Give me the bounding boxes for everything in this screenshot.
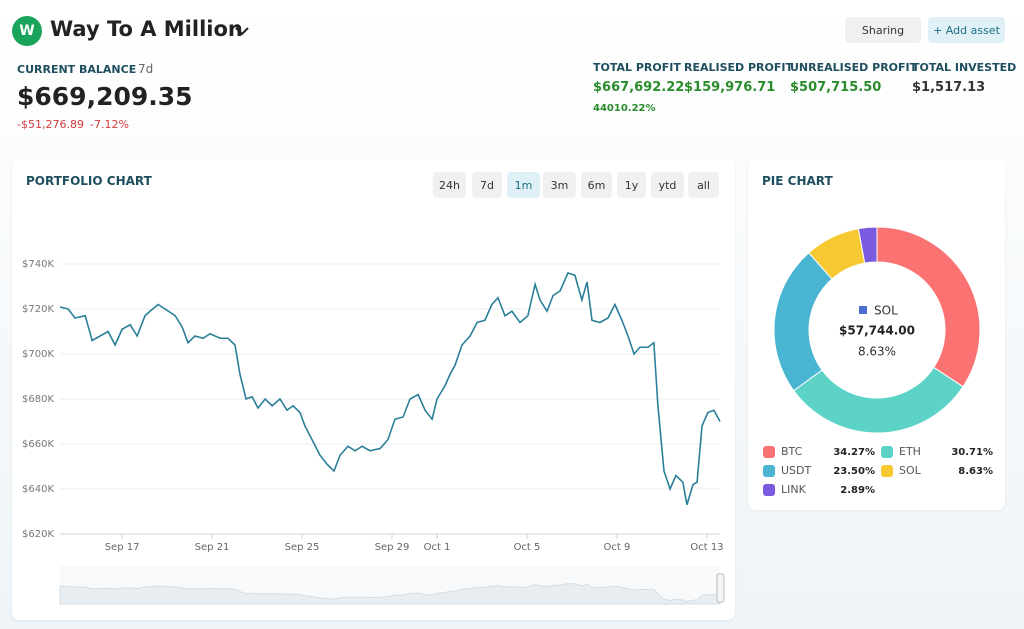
- range-button[interactable]: 3m: [543, 172, 576, 198]
- y-tick-label: $720K: [22, 304, 54, 315]
- range-button[interactable]: 1m: [507, 172, 540, 198]
- balance-value: $669,209.35: [17, 82, 193, 111]
- legend-label: LINK: [781, 483, 807, 496]
- legend-swatch: [763, 446, 775, 458]
- x-tick-label: Oct 13: [690, 542, 723, 553]
- range-button[interactable]: 6m: [581, 172, 612, 198]
- x-tick-label: Oct 9: [604, 542, 631, 553]
- stat-label: REALISED PROFIT: [684, 61, 793, 74]
- stat-value: $159,976.71: [684, 80, 776, 95]
- range-button[interactable]: ytd: [651, 172, 684, 198]
- avatar: W: [12, 16, 42, 46]
- balance-change: -$51,276.89: [17, 118, 84, 131]
- x-tick-label: Sep 29: [375, 542, 410, 553]
- legend-value: 23.50%: [833, 466, 875, 477]
- legend-value: 2.89%: [840, 485, 875, 496]
- range-button[interactable]: 1y: [617, 172, 646, 198]
- legend-swatch: [763, 484, 775, 496]
- add-asset-button[interactable]: + Add asset: [928, 17, 1005, 43]
- x-tick-label: Oct 1: [424, 542, 451, 553]
- balance-label: CURRENT BALANCE: [17, 63, 137, 76]
- center-icon: [859, 306, 867, 314]
- legend-label: SOL: [899, 464, 922, 477]
- legend-value: 34.27%: [833, 447, 875, 458]
- pie-slice: [876, 226, 981, 388]
- portfolio-title[interactable]: Way To A Million: [50, 17, 243, 41]
- pie-slice: [857, 226, 878, 264]
- stat-value: $667,692.22: [593, 80, 685, 95]
- legend-swatch: [763, 465, 775, 477]
- stat-label: UNREALISED PROFIT: [790, 61, 918, 74]
- legend-value: 8.63%: [958, 466, 993, 477]
- stat-label: TOTAL PROFIT: [593, 61, 681, 74]
- y-tick-label: $640K: [22, 484, 54, 495]
- y-tick-label: $680K: [22, 394, 54, 405]
- center-pct: 8.63%: [858, 345, 896, 359]
- line: [59, 272, 721, 505]
- center-value: $57,744.00: [839, 324, 915, 338]
- y-tick-label: $700K: [22, 349, 54, 360]
- legend-label: BTC: [781, 445, 803, 458]
- legend-swatch: [881, 465, 893, 477]
- center-name: SOL: [874, 304, 898, 318]
- x-tick-label: Sep 17: [105, 542, 140, 553]
- pie-slice: [793, 366, 964, 434]
- legend-label: USDT: [781, 464, 812, 477]
- pie-title: PIE CHART: [762, 174, 833, 188]
- balance-change-pct: -7.12%: [90, 118, 129, 131]
- legend-value: 30.71%: [951, 447, 993, 458]
- pie-slice: [773, 252, 833, 392]
- x-tick-label: Oct 5: [514, 542, 541, 553]
- x-tick-label: Sep 25: [285, 542, 320, 553]
- legend-label: ETH: [899, 445, 921, 458]
- stat-value: $507,715.50: [790, 80, 882, 95]
- stat-sub: 44010.22%: [593, 103, 656, 114]
- share-button[interactable]: Sharing: [845, 17, 921, 43]
- range-button[interactable]: all: [688, 172, 719, 198]
- x-tick-label: Sep 21: [195, 542, 230, 553]
- legend-swatch: [881, 446, 893, 458]
- navigator-handle: [716, 573, 725, 603]
- y-tick-label: $620K: [22, 529, 54, 540]
- chart-title: PORTFOLIO CHART: [26, 174, 152, 188]
- dropdown-icon[interactable]: [234, 24, 250, 38]
- navigator-area: [59, 583, 721, 605]
- y-tick-label: $660K: [22, 439, 54, 450]
- range-button[interactable]: 7d: [472, 172, 502, 198]
- range-button[interactable]: 24h: [433, 172, 466, 198]
- stat-value: $1,517.13: [912, 80, 986, 95]
- y-tick-label: $740K: [22, 259, 54, 270]
- stat-label: TOTAL INVESTED: [912, 61, 1017, 74]
- portfolio-card: [12, 158, 735, 620]
- balance-period[interactable]: 7d: [138, 62, 154, 76]
